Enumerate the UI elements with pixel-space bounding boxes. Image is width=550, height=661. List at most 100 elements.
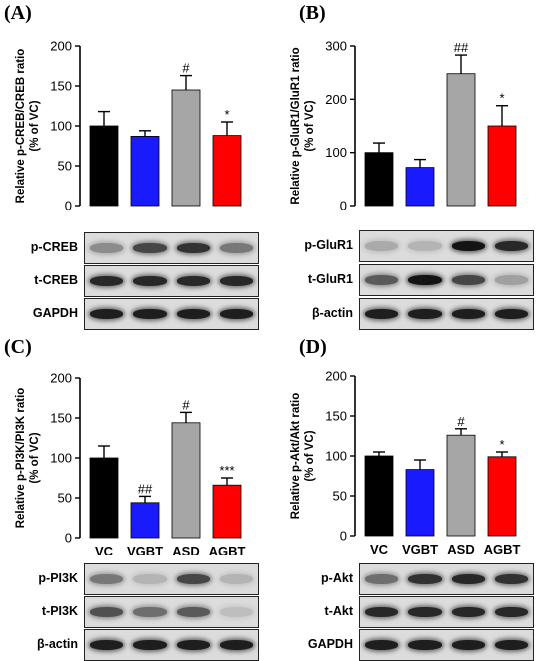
- blot-band: [176, 640, 210, 650]
- bar-vgbt: [405, 167, 435, 207]
- blot-band: [494, 640, 528, 650]
- x-tick-label: ASD: [172, 544, 199, 555]
- bar-chart: 0 50 100 150 200 Relative p-PI3K/PI3K ratio (%…: [15, 371, 245, 556]
- significance-mark: #: [182, 61, 190, 76]
- y-axis-label: Relative p-GluR1/GluR1 ratio: [290, 47, 302, 204]
- y-tick-label: 200: [325, 369, 347, 384]
- blot-band: [365, 275, 399, 285]
- y-axis-label: Relative p-Akt/Akt ratio: [290, 393, 302, 520]
- panel-a: (A) 0 50 100 150 200 Relative p-CREB/CREB rat…: [0, 0, 275, 330]
- blot-band: [365, 640, 399, 650]
- blot-strip: [84, 265, 259, 297]
- bar-vc: [364, 152, 394, 207]
- bar-asd: [171, 89, 201, 207]
- blot-band: [90, 640, 124, 650]
- blot-band: [133, 640, 167, 650]
- blot-strip: [359, 230, 534, 262]
- y-tick-label: 200: [50, 39, 72, 54]
- blot-band: [408, 640, 442, 650]
- y-tick-label: 0: [340, 199, 347, 211]
- significance-mark: *: [499, 437, 504, 452]
- x-tick-label: VC: [370, 542, 389, 555]
- blot-label: t-Akt: [324, 604, 353, 618]
- blot-band: [451, 275, 485, 285]
- y-tick-label: 0: [340, 529, 347, 544]
- blot-band: [451, 640, 485, 650]
- significance-mark: #: [457, 414, 465, 429]
- y-tick-label: 50: [58, 159, 72, 174]
- blot-band: [451, 241, 485, 251]
- blot-band: [408, 241, 442, 251]
- significance-mark: ##: [454, 40, 469, 55]
- blot-band: [365, 309, 399, 319]
- bar-vgbt: [405, 469, 435, 537]
- y-tick-label: 100: [50, 119, 72, 134]
- bar-vc: [364, 455, 394, 537]
- y-tick-label: 150: [325, 409, 347, 424]
- y-tick-label: 100: [325, 145, 347, 160]
- blot-band: [176, 607, 210, 617]
- y-tick-label: 0: [65, 531, 72, 546]
- blot-band: [219, 607, 253, 617]
- bar-asd: [446, 73, 476, 207]
- blot-band: [494, 241, 528, 251]
- panel-b: (B) 0 100 200 300 Relative p-GluR1/GluR1 rat…: [275, 0, 550, 330]
- blot-band: [90, 309, 124, 319]
- blot-band: [408, 275, 442, 285]
- blot-strip: [84, 596, 259, 628]
- blot-label: β-actin: [37, 637, 78, 651]
- x-tick-label: ASD: [447, 542, 474, 555]
- bar-asd: [171, 422, 201, 539]
- bar-vc: [89, 457, 119, 539]
- y-axis-label: Relative p-CREB/CREB ratio: [15, 49, 27, 204]
- panel-letter: (B): [299, 2, 326, 24]
- blot-band: [133, 243, 167, 253]
- blot-band: [219, 309, 253, 319]
- blot-band: [133, 309, 167, 319]
- blot-label: GAPDH: [307, 637, 353, 651]
- bar-agbt: [487, 456, 517, 537]
- blot-label: p-Akt: [321, 571, 353, 585]
- blot-band: [176, 309, 210, 319]
- y-tick-label: 100: [50, 451, 72, 466]
- blot-band: [365, 607, 399, 617]
- bar-chart: 0 50 100 150 200 Relative p-Akt/Akt ratio (% o…: [290, 369, 521, 556]
- panel-letter: (D): [299, 336, 327, 358]
- bar-vgbt: [130, 135, 160, 207]
- bar-agbt: [212, 484, 242, 539]
- blot-label: p-GluR1: [304, 238, 353, 252]
- blot-strip: [359, 629, 534, 661]
- blot-label: p-CREB: [30, 240, 78, 254]
- x-tick-label: AGBT: [484, 542, 521, 555]
- blot-band: [176, 276, 210, 286]
- blot-band: [494, 607, 528, 617]
- blot-strip: [84, 629, 259, 661]
- blot-band: [219, 276, 253, 286]
- blot-band: [451, 574, 485, 584]
- blot-label: t-PI3K: [41, 604, 78, 618]
- bar-agbt: [212, 135, 242, 207]
- blot-band: [408, 574, 442, 584]
- x-tick-label: VGBT: [127, 544, 163, 555]
- blot-label: p-PI3K: [38, 571, 78, 585]
- blot-label: GAPDH: [32, 306, 78, 320]
- significance-mark: #: [182, 397, 190, 412]
- y-tick-label: 200: [50, 371, 72, 386]
- y-axis-label: (% of VC): [304, 100, 316, 151]
- blot-strip: [84, 232, 259, 264]
- blot-label: β-actin: [312, 306, 353, 320]
- bar-chart: 0 100 200 300 Relative p-GluR1/GluR1 ratio (%…: [290, 39, 517, 211]
- bar-vgbt: [130, 502, 160, 539]
- blot-strip: [359, 264, 534, 296]
- blot-band: [494, 275, 528, 285]
- x-tick-label: VGBT: [402, 542, 438, 555]
- significance-mark: *: [499, 91, 504, 106]
- blot-band: [133, 276, 167, 286]
- y-tick-label: 0: [65, 199, 72, 211]
- blot-band: [176, 574, 210, 584]
- blot-band: [494, 574, 528, 584]
- y-axis-label: (% of VC): [304, 430, 316, 481]
- panel-letter: (A): [4, 2, 32, 24]
- y-tick-label: 100: [325, 449, 347, 464]
- blot-strip: [359, 298, 534, 330]
